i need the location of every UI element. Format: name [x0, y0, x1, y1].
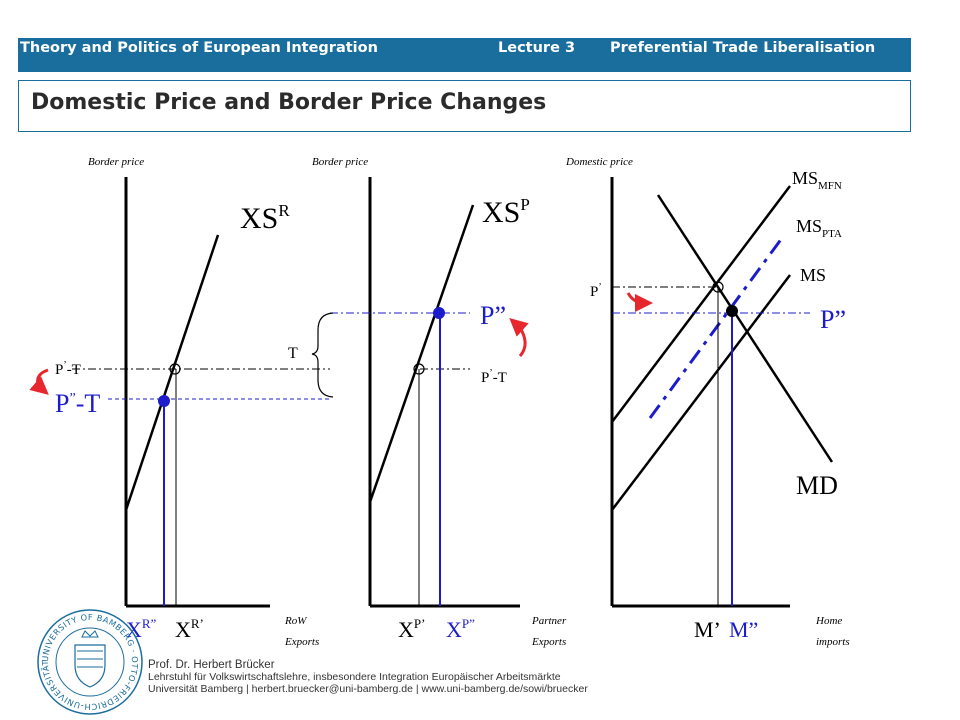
university-seal-logo: UNIVERSITY OF BAMBERG · OTTO-FRIEDRICH-U… [35, 607, 143, 715]
ms-mfn-label: MSMFN [792, 168, 842, 192]
partner-x-label-1: Partner [531, 615, 567, 627]
ms-label: MS [800, 265, 826, 285]
partner-export-supply-curve [368, 204, 475, 503]
md-curve [656, 194, 834, 463]
row-curve-label: XSR [240, 201, 290, 235]
partner-panel: T Border price XSP P” P’-T XP’ XP” Partn… [288, 156, 567, 648]
home-old-price-label: P’ [590, 282, 602, 300]
partner-old-equilibrium [413, 363, 425, 375]
row-panel: Border price XSR P’-T P”-T XR” XR’ RoW E… [29, 156, 330, 648]
home-old-qty-label: M’ [694, 617, 721, 642]
row-new-price-label: P”-T [55, 389, 100, 418]
partner-new-qty-label: XP” [446, 616, 475, 642]
footer: Prof. Dr. Herbert Brücker Lehrstuhl für … [148, 659, 588, 695]
slide-title: Domestic Price and Border Price Changes [31, 90, 547, 115]
lecture-topic: Preferential Trade Liberalisation [610, 40, 876, 56]
row-new-qty-label: XR” [126, 616, 157, 642]
partner-old-price-label: P’-T [481, 368, 507, 386]
tariff-brace [311, 312, 334, 398]
row-x-label-2: Exports [284, 636, 319, 648]
md-label: MD [796, 471, 838, 500]
footer-chair: Lehrstuhl für Volkswirtschaftslehre, ins… [148, 671, 561, 683]
footer-name: Prof. Dr. Herbert Brücker [148, 659, 275, 671]
row-new-equilibrium [158, 395, 170, 407]
ms-pta-curve [648, 237, 784, 419]
ms-curve [611, 274, 791, 511]
lecture-number: Lecture 3 [498, 40, 576, 56]
partner-new-price-label: P” [480, 301, 506, 330]
home-old-equilibrium [712, 281, 724, 293]
ms-mfn-curve [611, 185, 791, 423]
row-axis-label: Border price [88, 156, 144, 168]
home-new-price-label: P” [820, 305, 846, 334]
partner-axis-label: Border price [312, 156, 368, 168]
row-x-label-1: RoW [284, 615, 307, 627]
row-old-qty-label: XR’ [175, 616, 204, 642]
home-price-change-arrow [626, 292, 653, 312]
footer-contact: Universität Bamberg | herbert.bruecker@u… [148, 683, 588, 695]
partner-old-qty-label: XP’ [398, 616, 425, 642]
partner-price-change-arrow [509, 318, 529, 358]
home-x-label-2: imports [816, 636, 850, 648]
row-old-equilibrium [169, 363, 181, 375]
home-panel: Domestic price MSMFN MSPTA MS MD P’ P” M… [565, 156, 850, 648]
row-price-change-arrow [29, 368, 49, 395]
home-new-qty-label: M” [729, 617, 758, 642]
home-x-label-1: Home [815, 615, 842, 627]
header-bar: Theory and Politics of European Integrat… [18, 38, 911, 72]
ms-pta-label: MSPTA [796, 216, 842, 240]
partner-new-equilibrium [433, 307, 445, 319]
partner-x-label-2: Exports [531, 636, 566, 648]
row-old-price-label: P’-T [55, 360, 81, 378]
course-title: Theory and Politics of European Integrat… [20, 40, 378, 56]
slide-title-box: Domestic Price and Border Price Changes [18, 80, 911, 132]
home-new-equilibrium [726, 305, 738, 317]
tariff-label: T [288, 345, 298, 362]
partner-curve-label: XSP [482, 195, 530, 229]
home-axis-label: Domestic price [565, 156, 633, 168]
